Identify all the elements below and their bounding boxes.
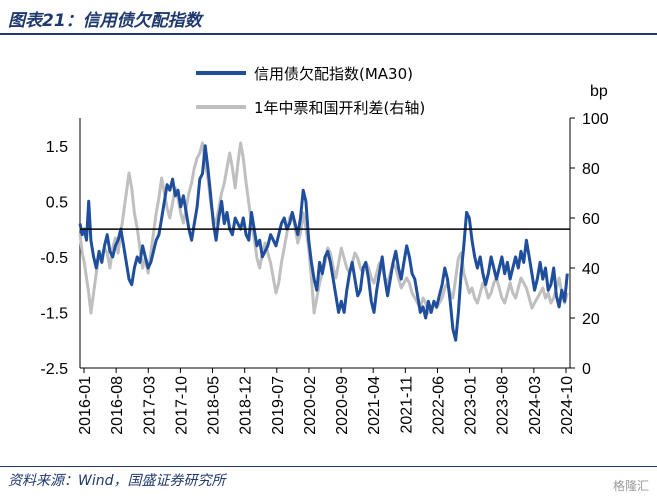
source-note: 资料来源：Wind，国盛证券研究所 — [8, 473, 226, 489]
footer-rule — [0, 466, 657, 467]
x-tick-label: 2016-08 — [109, 376, 126, 435]
legend: 信用债欠配指数(MA30) 1年中票和国开利差(右轴) — [196, 65, 425, 117]
series-line-spread — [78, 141, 569, 315]
x-tick-label: 2021-04 — [366, 376, 383, 435]
x-tick-label: 2020-09 — [334, 376, 351, 435]
x-tick-label: 2020-02 — [302, 376, 319, 435]
chart-header: 图表21：信用债欠配指数 — [0, 0, 657, 35]
x-tick-label: 2023-08 — [495, 376, 512, 435]
series-line-index — [78, 144, 569, 342]
x-tick-label: 2022-06 — [430, 376, 447, 435]
legend-label-spread: 1年中票和国开利差(右轴) — [254, 99, 425, 117]
x-tick-label: 2019-07 — [270, 376, 287, 435]
chart-title: 图表21：信用债欠配指数 — [8, 11, 202, 31]
x-tick-label: 2018-12 — [238, 376, 255, 435]
y-right-unit-label: bp — [590, 83, 608, 100]
x-axis: 2016-01 2016-08 2017-03 2017-10 2018-05 2018-… — [77, 368, 576, 435]
y-right-tick-label: 100 — [582, 111, 609, 128]
y-right-tick-label: 20 — [582, 311, 600, 328]
y-right-tick-label: 80 — [582, 161, 600, 178]
series-layer — [78, 141, 570, 342]
x-tick-label: 2021-11 — [398, 376, 415, 434]
y-right-axis: 100 80 60 40 20 0 — [570, 111, 609, 378]
y-right-tick-label: 60 — [582, 211, 600, 228]
legend-label-index: 信用债欠配指数(MA30) — [254, 65, 413, 83]
x-tick-label: 2018-05 — [206, 376, 223, 435]
x-tick-label: 2017-10 — [173, 376, 190, 435]
y-left-axis: 1.5 0.5 -0.5 -1.5 -2.5 — [40, 139, 68, 378]
watermark: 格隆汇 — [612, 479, 649, 493]
x-tick-label: 2016-01 — [77, 376, 94, 435]
y-left-tick-label: -2.5 — [40, 361, 68, 378]
y-right-tick-label: 0 — [582, 361, 591, 378]
y-left-tick-label: -1.5 — [40, 305, 68, 322]
header-rule — [0, 33, 657, 35]
y-left-tick-label: 0.5 — [46, 194, 68, 211]
y-left-tick-label: 1.5 — [46, 139, 68, 156]
x-tick-label: 2017-03 — [141, 376, 158, 435]
y-left-tick-label: -0.5 — [40, 250, 68, 267]
x-tick-label: 2024-10 — [559, 376, 576, 435]
x-tick-label: 2024-03 — [527, 376, 544, 435]
x-tick-label: 2023-01 — [463, 376, 480, 435]
y-right-tick-label: 40 — [582, 261, 600, 278]
